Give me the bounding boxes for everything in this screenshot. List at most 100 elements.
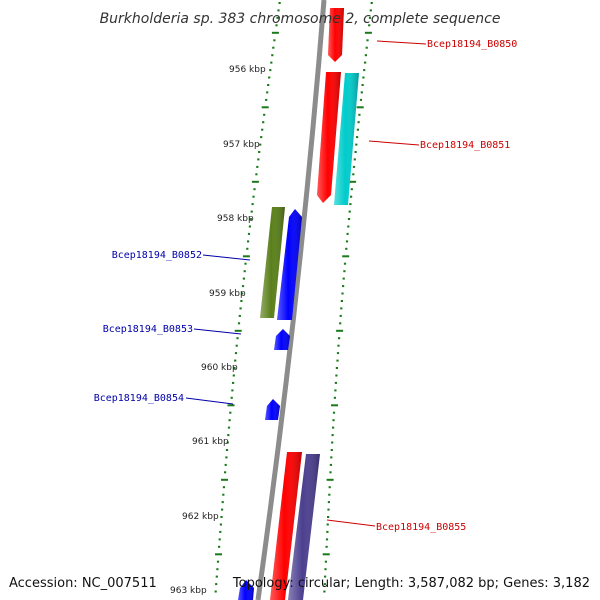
outer-tick <box>338 337 341 340</box>
kbp-labels: 956 kbp 957 kbp 958 kbp 959 kbp 960 kbp … <box>170 65 266 596</box>
outer-tick <box>362 76 365 79</box>
outer-tick <box>343 270 346 273</box>
inner-tick <box>270 61 273 64</box>
gene-label-b0851[interactable]: Bcep18194_B0851 <box>420 140 510 151</box>
outer-tick <box>326 478 334 481</box>
outer-tick <box>322 553 330 556</box>
gene-label-b0850[interactable]: Bcep18194_B0850 <box>427 39 517 50</box>
outer-tick <box>330 456 333 459</box>
outer-tick <box>327 501 330 504</box>
outer-tick <box>328 486 331 489</box>
inner-tick <box>273 39 276 42</box>
gene-bcep18194-b0853[interactable] <box>274 329 290 350</box>
inner-tick <box>263 113 266 116</box>
kbp-label-963: 963 kbp <box>170 586 207 596</box>
outer-tick <box>356 136 359 139</box>
outer-tick <box>345 240 349 243</box>
outer-tick <box>342 277 345 280</box>
outer-tick <box>369 9 372 12</box>
inner-tick <box>261 106 269 109</box>
outer-tick <box>324 568 327 571</box>
inner-tick <box>278 2 281 4</box>
outer-tick <box>370 2 373 4</box>
inner-tick <box>243 270 246 273</box>
inner-tick <box>268 76 271 79</box>
outer-tick <box>356 128 359 131</box>
gene-bcep18194-b0855[interactable] <box>270 452 302 600</box>
inner-tick <box>266 91 269 94</box>
inner-tick <box>259 143 262 146</box>
kbp-label-961: 961 kbp <box>192 437 229 447</box>
gene-label-b0855[interactable]: Bcep18194_B0855 <box>376 522 466 533</box>
inner-tick <box>250 210 253 213</box>
inner-tick <box>277 9 280 12</box>
inner-tick <box>215 553 222 556</box>
outer-tick <box>342 285 345 288</box>
kbp-label-958: 958 kbp <box>217 214 254 224</box>
inner-tick <box>240 300 243 302</box>
gene-label-b0853[interactable]: Bcep18194_B0853 <box>103 324 193 335</box>
outer-tick <box>364 31 372 34</box>
inner-tick <box>215 575 218 578</box>
inner-tick <box>229 411 232 414</box>
outer-tick <box>354 151 357 153</box>
outer-tick <box>324 560 327 563</box>
outer-tick <box>352 173 355 176</box>
inner-tick <box>222 486 225 489</box>
inner-tick <box>271 54 274 57</box>
outer-tick <box>336 329 344 332</box>
outer-tick <box>336 352 340 355</box>
inner-tick <box>239 307 242 310</box>
inner-tick <box>230 396 233 399</box>
outer-tick <box>342 255 350 258</box>
inner-tick <box>231 389 234 392</box>
gene-label-b0852[interactable]: Bcep18194_B0852 <box>112 250 202 261</box>
outer-tick <box>336 359 339 362</box>
inner-tick <box>232 381 235 384</box>
inner-tick <box>232 374 235 377</box>
inner-tick <box>256 165 259 168</box>
outer-tick <box>343 262 347 265</box>
gene-bcep18194-b0854[interactable] <box>265 399 280 420</box>
inner-tick <box>221 508 224 511</box>
inner-tick <box>257 158 260 161</box>
inner-tick <box>238 314 241 317</box>
inner-tick <box>226 441 229 444</box>
kbp-label-957: 957 kbp <box>223 140 260 150</box>
outer-tick <box>346 232 349 235</box>
inner-tick <box>225 449 229 451</box>
outer-tick <box>349 180 357 183</box>
gene-label-b0854[interactable]: Bcep18194_B0854 <box>94 393 184 404</box>
outer-tick <box>330 449 333 451</box>
map-title: Burkholderia sp. 383 chromosome 2, compl… <box>100 11 501 27</box>
outer-tick <box>347 225 350 228</box>
inner-tick <box>236 337 239 340</box>
gene-bcep18194-b0850[interactable] <box>328 8 344 62</box>
outer-tick <box>331 434 334 437</box>
gene-bcep18194-b0851[interactable] <box>317 72 341 203</box>
outer-tick <box>325 538 329 541</box>
outer-tick <box>335 367 338 369</box>
outer-tick <box>347 218 351 220</box>
outer-tick <box>332 411 336 414</box>
outer-tick <box>368 16 372 19</box>
gene-blue-long[interactable] <box>277 209 302 320</box>
callout-lines <box>185 40 427 527</box>
kbp-label-956: 956 kbp <box>229 65 266 75</box>
outer-tick <box>329 471 332 474</box>
outer-tick <box>360 91 363 94</box>
inner-tick <box>252 195 255 198</box>
inner-tick <box>219 530 222 533</box>
outer-tick <box>323 590 326 593</box>
outer-tick <box>334 389 337 392</box>
accession-text: Accession: NC_007511 <box>9 576 157 591</box>
gene-bcep18194-b0852[interactable] <box>260 207 285 318</box>
inner-tick <box>221 501 224 504</box>
outer-tick <box>368 24 371 27</box>
inner-tick <box>216 560 220 563</box>
gene-blue-bottom[interactable] <box>238 580 254 600</box>
outer-tick <box>324 575 327 578</box>
gene-purple[interactable] <box>288 454 320 600</box>
gene-cyan[interactable] <box>334 73 359 205</box>
